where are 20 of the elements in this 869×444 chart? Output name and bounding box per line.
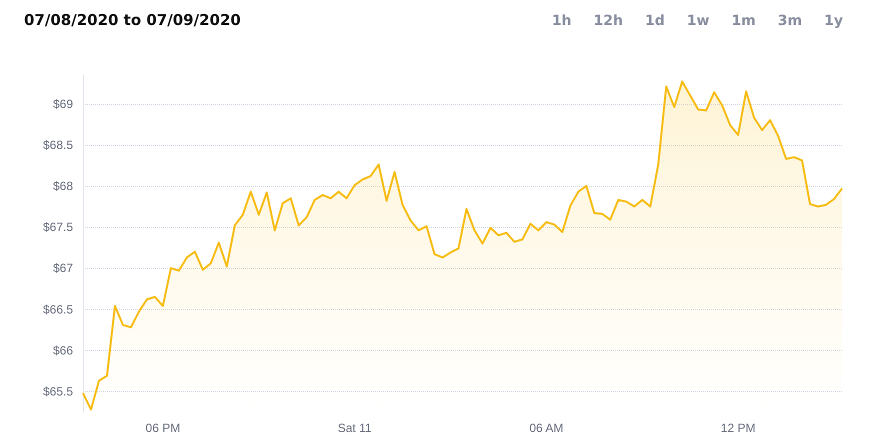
text: 12h: [592, 12, 624, 31]
y-tick-label: $68.5: [42, 138, 74, 152]
y-tick-label: $66.5: [42, 302, 74, 316]
x-tick-label: 06 AM: [529, 421, 564, 435]
y-tick-label: $67: [52, 261, 74, 276]
x-tick-label: 06 PM: [146, 421, 180, 435]
x-tick-label: 12 PM: [720, 421, 756, 435]
y-tick-label: $69: [52, 96, 74, 111]
text: 1y: [823, 12, 844, 31]
text: 1w: [686, 12, 710, 31]
text: 1m: [730, 12, 757, 31]
y-tick-label: $66: [52, 343, 74, 358]
text: 1h: [550, 12, 573, 31]
y-tick-label: $67.5: [42, 220, 74, 234]
text: 1d: [644, 12, 666, 31]
text: 3m: [776, 12, 804, 31]
x-tick-label: Sat 11: [338, 421, 372, 435]
y-tick-label: $65.5: [42, 384, 74, 398]
y-tick-label: $68: [52, 178, 74, 193]
chart-title: 07/08/2020 to 07/09/2020: [24, 11, 241, 29]
